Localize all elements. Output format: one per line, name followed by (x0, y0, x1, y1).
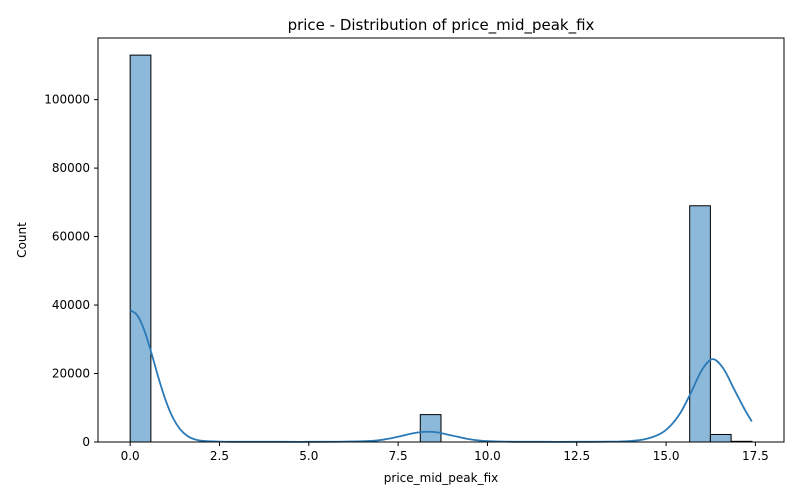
plot-frame (97, 37, 785, 443)
x-tick-label-1: 2.5 (210, 449, 229, 463)
kde-curve (129, 309, 753, 443)
histogram-bar-2 (689, 205, 711, 443)
histogram-bar-3 (709, 433, 732, 443)
bars-layer (129, 54, 753, 443)
x-tick-label-0: 0.0 (121, 449, 140, 463)
y-ticks-layer: 0 20000 40000 60000 80000 100000 (44, 93, 98, 449)
x-tick-label-2: 5.0 (299, 449, 318, 463)
y-tick-label-4: 80000 (52, 161, 90, 175)
chart-title: price - Distribution of price_mid_peak_f… (288, 16, 595, 35)
y-tick-label-1: 20000 (52, 367, 90, 381)
histogram-bar-1 (419, 414, 442, 443)
x-tick-label-7: 17.5 (742, 449, 769, 463)
y-axis-label: Count (15, 222, 29, 258)
x-ticks-layer: 0.0 2.5 5.0 7.5 10.0 12.5 15.0 17.5 (121, 442, 769, 463)
x-tick-label-4: 10.0 (474, 449, 501, 463)
x-axis-label: price_mid_peak_fix (384, 471, 498, 485)
x-tick-label-5: 12.5 (563, 449, 590, 463)
y-tick-label-3: 60000 (52, 230, 90, 244)
y-tick-label-0: 0 (82, 435, 90, 449)
y-tick-label-2: 40000 (52, 298, 90, 312)
kde-layer (129, 309, 753, 443)
histogram-bar-0 (129, 54, 152, 443)
y-tick-label-5: 100000 (44, 93, 90, 107)
x-tick-label-6: 15.0 (653, 449, 680, 463)
x-tick-label-3: 7.5 (389, 449, 408, 463)
